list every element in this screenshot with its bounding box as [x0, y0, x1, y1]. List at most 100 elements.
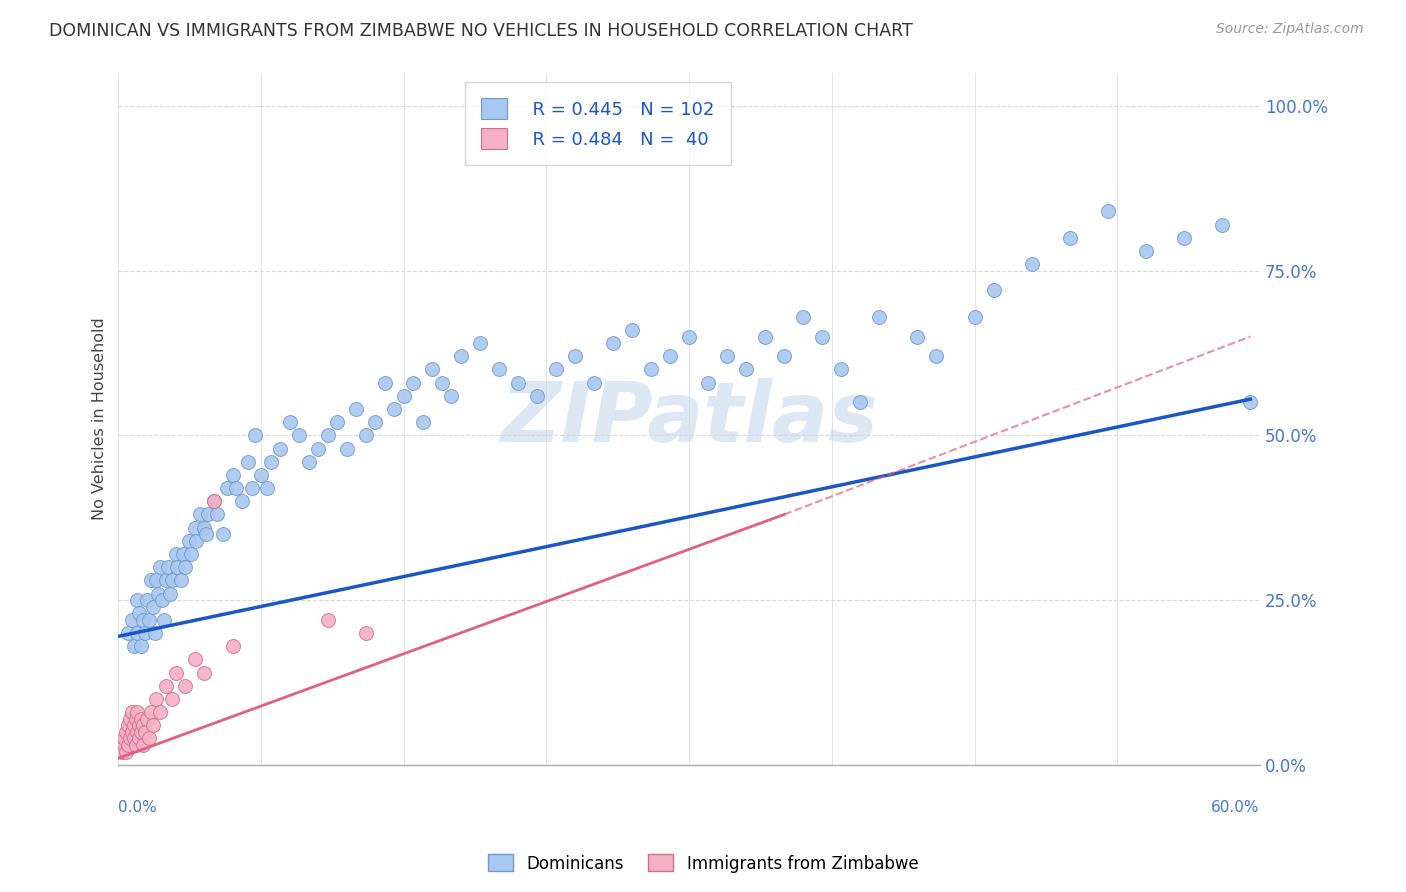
Point — [830, 362, 852, 376]
Point — [269, 442, 291, 456]
Point — [506, 376, 529, 390]
Point — [754, 329, 776, 343]
Point — [124, 712, 146, 726]
Point — [174, 679, 197, 693]
Point — [354, 428, 377, 442]
Point — [188, 508, 211, 522]
Point — [1021, 257, 1043, 271]
Point — [621, 323, 644, 337]
Point — [526, 389, 548, 403]
Point — [212, 527, 235, 541]
Point — [118, 712, 141, 726]
Point — [907, 329, 929, 343]
Point — [183, 652, 205, 666]
Point — [298, 455, 321, 469]
Point — [1173, 230, 1195, 244]
Point — [160, 574, 183, 588]
Text: 0.0%: 0.0% — [118, 799, 157, 814]
Point — [138, 731, 160, 746]
Text: DOMINICAN VS IMMIGRANTS FROM ZIMBABWE NO VEHICLES IN HOUSEHOLD CORRELATION CHART: DOMINICAN VS IMMIGRANTS FROM ZIMBABWE NO… — [49, 22, 912, 40]
Point — [245, 428, 267, 442]
Point — [117, 738, 139, 752]
Point — [117, 626, 139, 640]
Point — [468, 336, 491, 351]
Point — [983, 284, 1005, 298]
Point — [128, 731, 150, 746]
Point — [155, 679, 177, 693]
Point — [129, 712, 152, 726]
Point — [132, 738, 155, 752]
Point — [374, 376, 396, 390]
Point — [412, 415, 434, 429]
Point — [177, 533, 200, 548]
Point — [139, 574, 162, 588]
Point — [128, 718, 150, 732]
Point — [336, 442, 359, 456]
Point — [1239, 395, 1261, 409]
Point — [225, 481, 247, 495]
Point — [583, 376, 606, 390]
Point — [278, 415, 301, 429]
Point — [129, 725, 152, 739]
Point — [155, 574, 177, 588]
Point — [129, 639, 152, 653]
Point — [392, 389, 415, 403]
Point — [640, 362, 662, 376]
Point — [172, 547, 194, 561]
Point — [145, 574, 167, 588]
Point — [194, 527, 217, 541]
Point — [1059, 230, 1081, 244]
Point — [792, 310, 814, 324]
Point — [450, 349, 472, 363]
Point — [544, 362, 567, 376]
Point — [132, 718, 155, 732]
Point — [1097, 204, 1119, 219]
Point — [112, 731, 135, 746]
Point — [142, 599, 165, 614]
Point — [250, 467, 273, 482]
Point — [240, 481, 263, 495]
Point — [354, 626, 377, 640]
Point — [166, 560, 188, 574]
Point — [170, 574, 193, 588]
Point — [221, 467, 243, 482]
Point — [849, 395, 872, 409]
Point — [148, 586, 170, 600]
Point — [183, 521, 205, 535]
Point — [288, 428, 311, 442]
Point — [207, 508, 229, 522]
Point — [1135, 244, 1157, 258]
Text: 60.0%: 60.0% — [1212, 799, 1260, 814]
Text: Source: ZipAtlas.com: Source: ZipAtlas.com — [1216, 22, 1364, 37]
Point — [111, 745, 134, 759]
Point — [121, 725, 143, 739]
Point — [382, 402, 405, 417]
Point — [925, 349, 948, 363]
Point — [602, 336, 624, 351]
Point — [256, 481, 278, 495]
Point — [117, 718, 139, 732]
Point — [134, 626, 156, 640]
Point — [115, 745, 138, 759]
Point — [156, 560, 179, 574]
Point — [1211, 218, 1233, 232]
Point — [159, 586, 181, 600]
Point — [186, 533, 208, 548]
Point — [115, 725, 138, 739]
Point — [236, 455, 259, 469]
Point — [231, 494, 253, 508]
Y-axis label: No Vehicles in Household: No Vehicles in Household — [93, 318, 107, 520]
Point — [142, 718, 165, 732]
Point — [136, 593, 159, 607]
Point — [122, 718, 145, 732]
Point — [145, 692, 167, 706]
Point — [420, 362, 443, 376]
Point — [122, 731, 145, 746]
Legend: Dominicans, Immigrants from Zimbabwe: Dominicans, Immigrants from Zimbabwe — [481, 847, 925, 880]
Point — [149, 705, 172, 719]
Point — [316, 613, 339, 627]
Point — [678, 329, 700, 343]
Point — [139, 705, 162, 719]
Point — [215, 481, 238, 495]
Point — [124, 738, 146, 752]
